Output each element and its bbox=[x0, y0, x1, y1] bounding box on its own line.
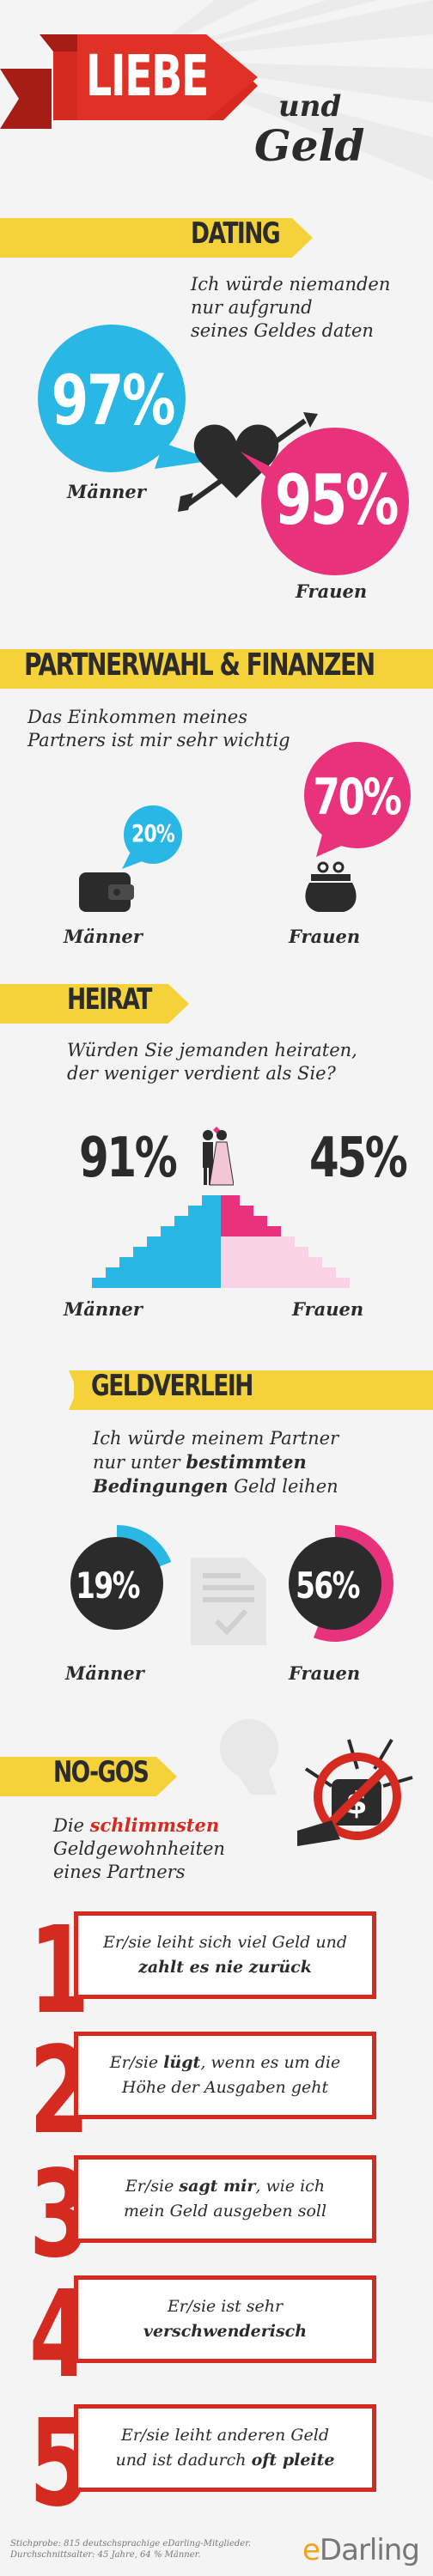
footer-note: Stichprobe: 815 deutschsprachige eDarlin… bbox=[10, 2539, 252, 2560]
heirat-men-pct: 91% bbox=[79, 1127, 178, 1190]
dating-band bbox=[0, 218, 292, 258]
document-icon bbox=[191, 1558, 266, 1645]
pyramid-women-step bbox=[221, 1247, 308, 1257]
geldverleih-men-donut bbox=[70, 1525, 172, 1630]
heirat-women-label: Frauen bbox=[292, 1298, 364, 1320]
partnerwahl-women-pct: 70% bbox=[313, 768, 402, 826]
geldverleih-men-pct: 19% bbox=[76, 1564, 140, 1607]
pyramid-women-step bbox=[221, 1236, 295, 1247]
partnerwahl-title: PARTNERWAHL & FINANZEN bbox=[24, 647, 375, 683]
dating-question: Ich würde niemanden nur aufgrund seines … bbox=[191, 274, 391, 341]
pyramid-men-step bbox=[147, 1236, 221, 1247]
pyramid-men-step bbox=[133, 1247, 221, 1257]
partnerwahl-men-label: Männer bbox=[64, 926, 143, 947]
dating-women-bubble bbox=[241, 428, 409, 575]
thinking-person-icon bbox=[220, 1719, 278, 1795]
pyramid-men-step bbox=[188, 1206, 221, 1216]
nogo-item-1: Er/sie leiht sich viel Geld und zahlt es … bbox=[74, 1911, 376, 1999]
pyramid-men-step bbox=[119, 1257, 221, 1267]
pyramid-women-step bbox=[221, 1195, 240, 1206]
heirat-pyramid-chart bbox=[92, 1195, 350, 1288]
wallet-icon bbox=[79, 872, 134, 912]
dating-men-pct: 97% bbox=[51, 361, 176, 440]
header-title-liebe: LIEBE bbox=[86, 43, 209, 109]
partnerwahl-band bbox=[0, 649, 433, 689]
pyramid-men-step bbox=[202, 1195, 221, 1206]
nogos-band bbox=[0, 1757, 156, 1796]
dating-men-bubble bbox=[38, 325, 215, 472]
header-ribbon bbox=[0, 34, 266, 137]
pyramid-women-step bbox=[221, 1257, 322, 1267]
partnerwahl-question: Das Einkommen meines Partners ist mir se… bbox=[27, 707, 290, 750]
heart-arrow-icon bbox=[178, 412, 318, 512]
pyramid-men-step bbox=[106, 1267, 221, 1278]
partnerwahl-women-label: Frauen bbox=[289, 926, 361, 947]
logo-e: e bbox=[302, 2533, 320, 2567]
heirat-men-label: Männer bbox=[64, 1298, 143, 1320]
wedding-couple-icon bbox=[203, 1127, 234, 1186]
nogos-band-tip bbox=[156, 1757, 177, 1796]
partnerwahl-men-pct: 20% bbox=[131, 819, 175, 848]
pyramid-men-step bbox=[174, 1216, 221, 1226]
heirat-title: HEIRAT bbox=[67, 982, 152, 1017]
dating-women-pct: 95% bbox=[274, 460, 399, 540]
nogo-item-2: Er/sie lügt, wenn es um die Höhe der Ausg… bbox=[74, 2032, 376, 2119]
geldverleih-band bbox=[74, 1370, 433, 1410]
header-title-und: und bbox=[278, 89, 342, 124]
geldverleih-question: Ich würde meinem Partner nur unter besti… bbox=[93, 1428, 339, 1497]
nogo-item-3: Er/sie sagt mir, wie ich mein Geld ausgeb… bbox=[74, 2155, 376, 2243]
pyramid-men-step bbox=[92, 1278, 221, 1288]
heirat-women-pct: 45% bbox=[309, 1127, 408, 1190]
header-title-geld: Geld bbox=[254, 120, 365, 171]
geldverleih-women-label: Frauen bbox=[289, 1662, 361, 1684]
geldverleih-women-pct: 56% bbox=[296, 1564, 360, 1607]
nogo-item-5: Er/sie leiht anderen Geld und ist dadurch… bbox=[74, 2404, 376, 2492]
partnerwahl-band-tail bbox=[0, 649, 21, 689]
partnerwahl-women-bubble bbox=[304, 742, 411, 857]
dating-men-label: Männer bbox=[67, 481, 146, 502]
heirat-band-tip bbox=[168, 984, 189, 1024]
nogo-item-4: Er/sie ist sehr verschwenderisch bbox=[74, 2275, 376, 2363]
logo-rest: Darling bbox=[319, 2533, 420, 2567]
heirat-question: Würden Sie jemanden heiraten, der wenige… bbox=[67, 1040, 357, 1084]
geldverleih-title: GELDVERLEIH bbox=[91, 1369, 253, 1403]
nogos-title: NO-GOS bbox=[53, 1755, 149, 1789]
pyramid-women-step bbox=[221, 1216, 267, 1226]
purse-icon bbox=[305, 861, 357, 912]
dating-title: DATING bbox=[191, 216, 281, 251]
dating-women-label: Frauen bbox=[296, 580, 368, 602]
pyramid-men-step bbox=[161, 1226, 221, 1236]
nogos-intro: Die schlimmsten Geldgewohnheiten eines P… bbox=[53, 1814, 225, 1882]
edarling-logo[interactable]: eDarling bbox=[302, 2533, 420, 2567]
partnerwahl-men-bubble bbox=[122, 805, 182, 869]
geldverleih-women-donut bbox=[289, 1525, 393, 1642]
no-money-icon: $ bbox=[297, 1738, 413, 1846]
dating-band-tip bbox=[292, 218, 313, 258]
pyramid-women-step bbox=[221, 1226, 281, 1236]
heirat-band bbox=[0, 984, 168, 1024]
pyramid-women-step bbox=[221, 1267, 336, 1278]
pyramid-women-step bbox=[221, 1278, 350, 1288]
geldverleih-band-tail bbox=[69, 1370, 89, 1410]
geldverleih-men-label: Männer bbox=[65, 1662, 144, 1684]
pyramid-women-step bbox=[221, 1206, 253, 1216]
